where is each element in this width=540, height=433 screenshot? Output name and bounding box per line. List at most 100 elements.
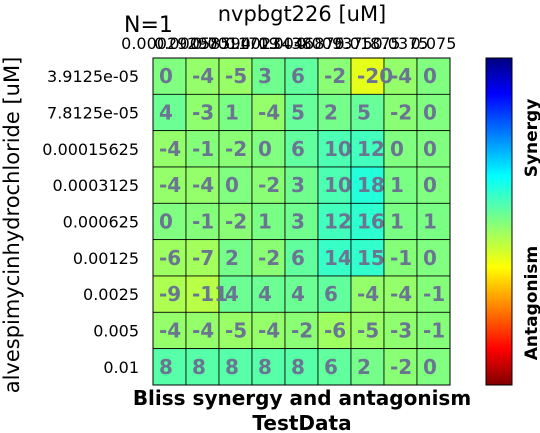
cell-value-label: -2: [258, 173, 280, 197]
cell-value-label: 6: [291, 137, 305, 161]
heatmap-cell-r6-c5: [317, 275, 352, 313]
heatmap-cell-r8-c8: [416, 348, 451, 386]
cell-value-label: -2: [225, 209, 247, 233]
colorbar-synergy-label: Synergy: [522, 99, 540, 178]
n-label: N=1: [124, 13, 173, 38]
heatmap-cell-r1-c7: [383, 93, 418, 132]
cell-value-label: 15: [357, 246, 385, 270]
heatmap-cell-r3-c4: [284, 166, 319, 204]
heatmap-cell-r4-c4: [284, 202, 319, 241]
cell-value-label: 12: [357, 137, 385, 161]
cell-value-label: 0: [225, 173, 239, 197]
heatmap-cell-r4-c2: [218, 202, 253, 241]
y-tick-label: 0.0003125: [52, 176, 139, 195]
cell-value-label: 2: [357, 355, 371, 379]
heatmap-cell-r1-c6: [350, 93, 385, 132]
heatmap-cell-r4-c3: [251, 202, 286, 241]
y-tick-label: 7.8125e-05: [47, 103, 139, 122]
x-tick-label: 0.00029297: [121, 34, 218, 53]
heatmap-cell-r5-c5: [317, 239, 352, 277]
cell-value-label: 1: [225, 100, 239, 124]
heatmap-cell-labels: 0 -4 -5 3 6 -2 -20-4 04 -3 1 -4 5 2 5 -2 0-4 -1 -2 0 6 10 12 0…: [159, 64, 445, 379]
heatmap-cell-r8-c7: [383, 348, 418, 386]
heatmap-cell-r0-c5: [317, 57, 352, 95]
heatmap-cell-r2-c2: [218, 130, 253, 168]
cell-value-label: 14: [324, 246, 352, 270]
cell-value-label: 16: [357, 209, 385, 233]
cell-value-label: 4: [159, 100, 173, 124]
chart-title-line1: Bliss synergy and antagonism: [133, 386, 471, 410]
cell-value-label: 6: [324, 282, 338, 306]
y-axis-title: alvespimycinhydrochloride [uM]: [0, 57, 24, 394]
heatmap-cell-r5-c8: [416, 239, 451, 277]
cell-value-label: -4: [390, 282, 412, 306]
cell-value-label: -4: [159, 137, 181, 161]
x-tick-label: 0.0046875: [258, 34, 345, 53]
cell-value-label: -4: [159, 318, 181, 342]
y-tick-label: 0.0025: [83, 285, 139, 304]
heatmap-border: [152, 57, 451, 386]
cell-value-label: 10: [324, 137, 352, 161]
heatmap-cell-r0-c8: [416, 57, 451, 95]
cell-value-label: -4: [357, 282, 379, 306]
x-axis-title: nvpbgt226 [uM]: [218, 2, 387, 26]
heatmap-cell-r3-c7: [383, 166, 418, 204]
cell-value-label: -2: [390, 355, 412, 379]
heatmap-cell-r7-c8: [416, 311, 451, 350]
cell-value-label: 5: [291, 100, 305, 124]
cell-value-label: -5: [225, 64, 247, 88]
cell-value-label: 6: [291, 246, 305, 270]
heatmap-cell-r2-c0: [152, 130, 187, 168]
heatmap-cell-r2-c7: [383, 130, 418, 168]
cell-value-label: -1: [390, 246, 412, 270]
cell-value-label: 0: [258, 137, 272, 161]
heatmap-cell-r6-c1: [185, 275, 220, 313]
cell-value-label: -6: [159, 246, 181, 270]
heatmap-cell-r7-c7: [383, 311, 418, 350]
heatmap-cell-r7-c4: [284, 311, 319, 350]
cell-value-label: -3: [390, 318, 412, 342]
heatmap-cell-r6-c8: [416, 275, 451, 313]
cell-value-label: 0: [159, 64, 173, 88]
heatmap-cell-r7-c2: [218, 311, 253, 350]
heatmap-cell-r3-c3: [251, 166, 286, 204]
x-tick-labels: 0.000292970.000585940.00117190.00234380.…: [121, 34, 456, 53]
cell-value-label: 18: [357, 173, 385, 197]
y-tick-label: 0.01: [103, 358, 139, 377]
x-tick-label: 0.009375: [296, 34, 372, 53]
cell-value-label: -5: [357, 318, 379, 342]
cell-value-label: -7: [192, 246, 214, 270]
heatmap-cell-r6-c2: [218, 275, 253, 313]
cell-value-label: -1: [423, 318, 445, 342]
cell-value-label: 1: [390, 209, 404, 233]
cell-value-label: 4: [258, 282, 272, 306]
cell-value-label: 8: [291, 355, 305, 379]
chart-title-line2: TestData: [252, 411, 351, 433]
heatmap-cell-r6-c7: [383, 275, 418, 313]
cell-value-label: 3: [291, 173, 305, 197]
cell-value-label: 1: [390, 173, 404, 197]
cell-value-label: -5: [225, 318, 247, 342]
cell-value-label: -2: [225, 137, 247, 161]
heatmap-cell-r8-c3: [251, 348, 286, 386]
cell-value-label: 0: [423, 173, 437, 197]
cell-value-label: -4: [192, 64, 214, 88]
cell-value-label: 8: [192, 355, 206, 379]
cell-value-label: 12: [324, 209, 352, 233]
heatmap-cell-r6-c4: [284, 275, 319, 313]
cell-value-label: 2: [225, 246, 239, 270]
cell-value-label: 10: [324, 173, 352, 197]
y-tick-label: 0.00125: [73, 249, 139, 268]
heatmap-cell-r7-c1: [185, 311, 220, 350]
y-tick-label: 3.9125e-05: [47, 67, 139, 86]
cell-value-label: -20: [357, 64, 393, 88]
heatmap-cell-r3-c8: [416, 166, 451, 204]
heatmap-cell-r3-c6: [350, 166, 385, 204]
x-tick-label: 0.00058594: [154, 34, 251, 53]
heatmap-cell-r5-c4: [284, 239, 319, 277]
cell-value-label: -1: [192, 137, 214, 161]
cell-value-label: 1: [258, 209, 272, 233]
cell-value-label: -4: [192, 318, 214, 342]
cell-value-label: 0: [423, 100, 437, 124]
cell-value-label: 0: [390, 137, 404, 161]
